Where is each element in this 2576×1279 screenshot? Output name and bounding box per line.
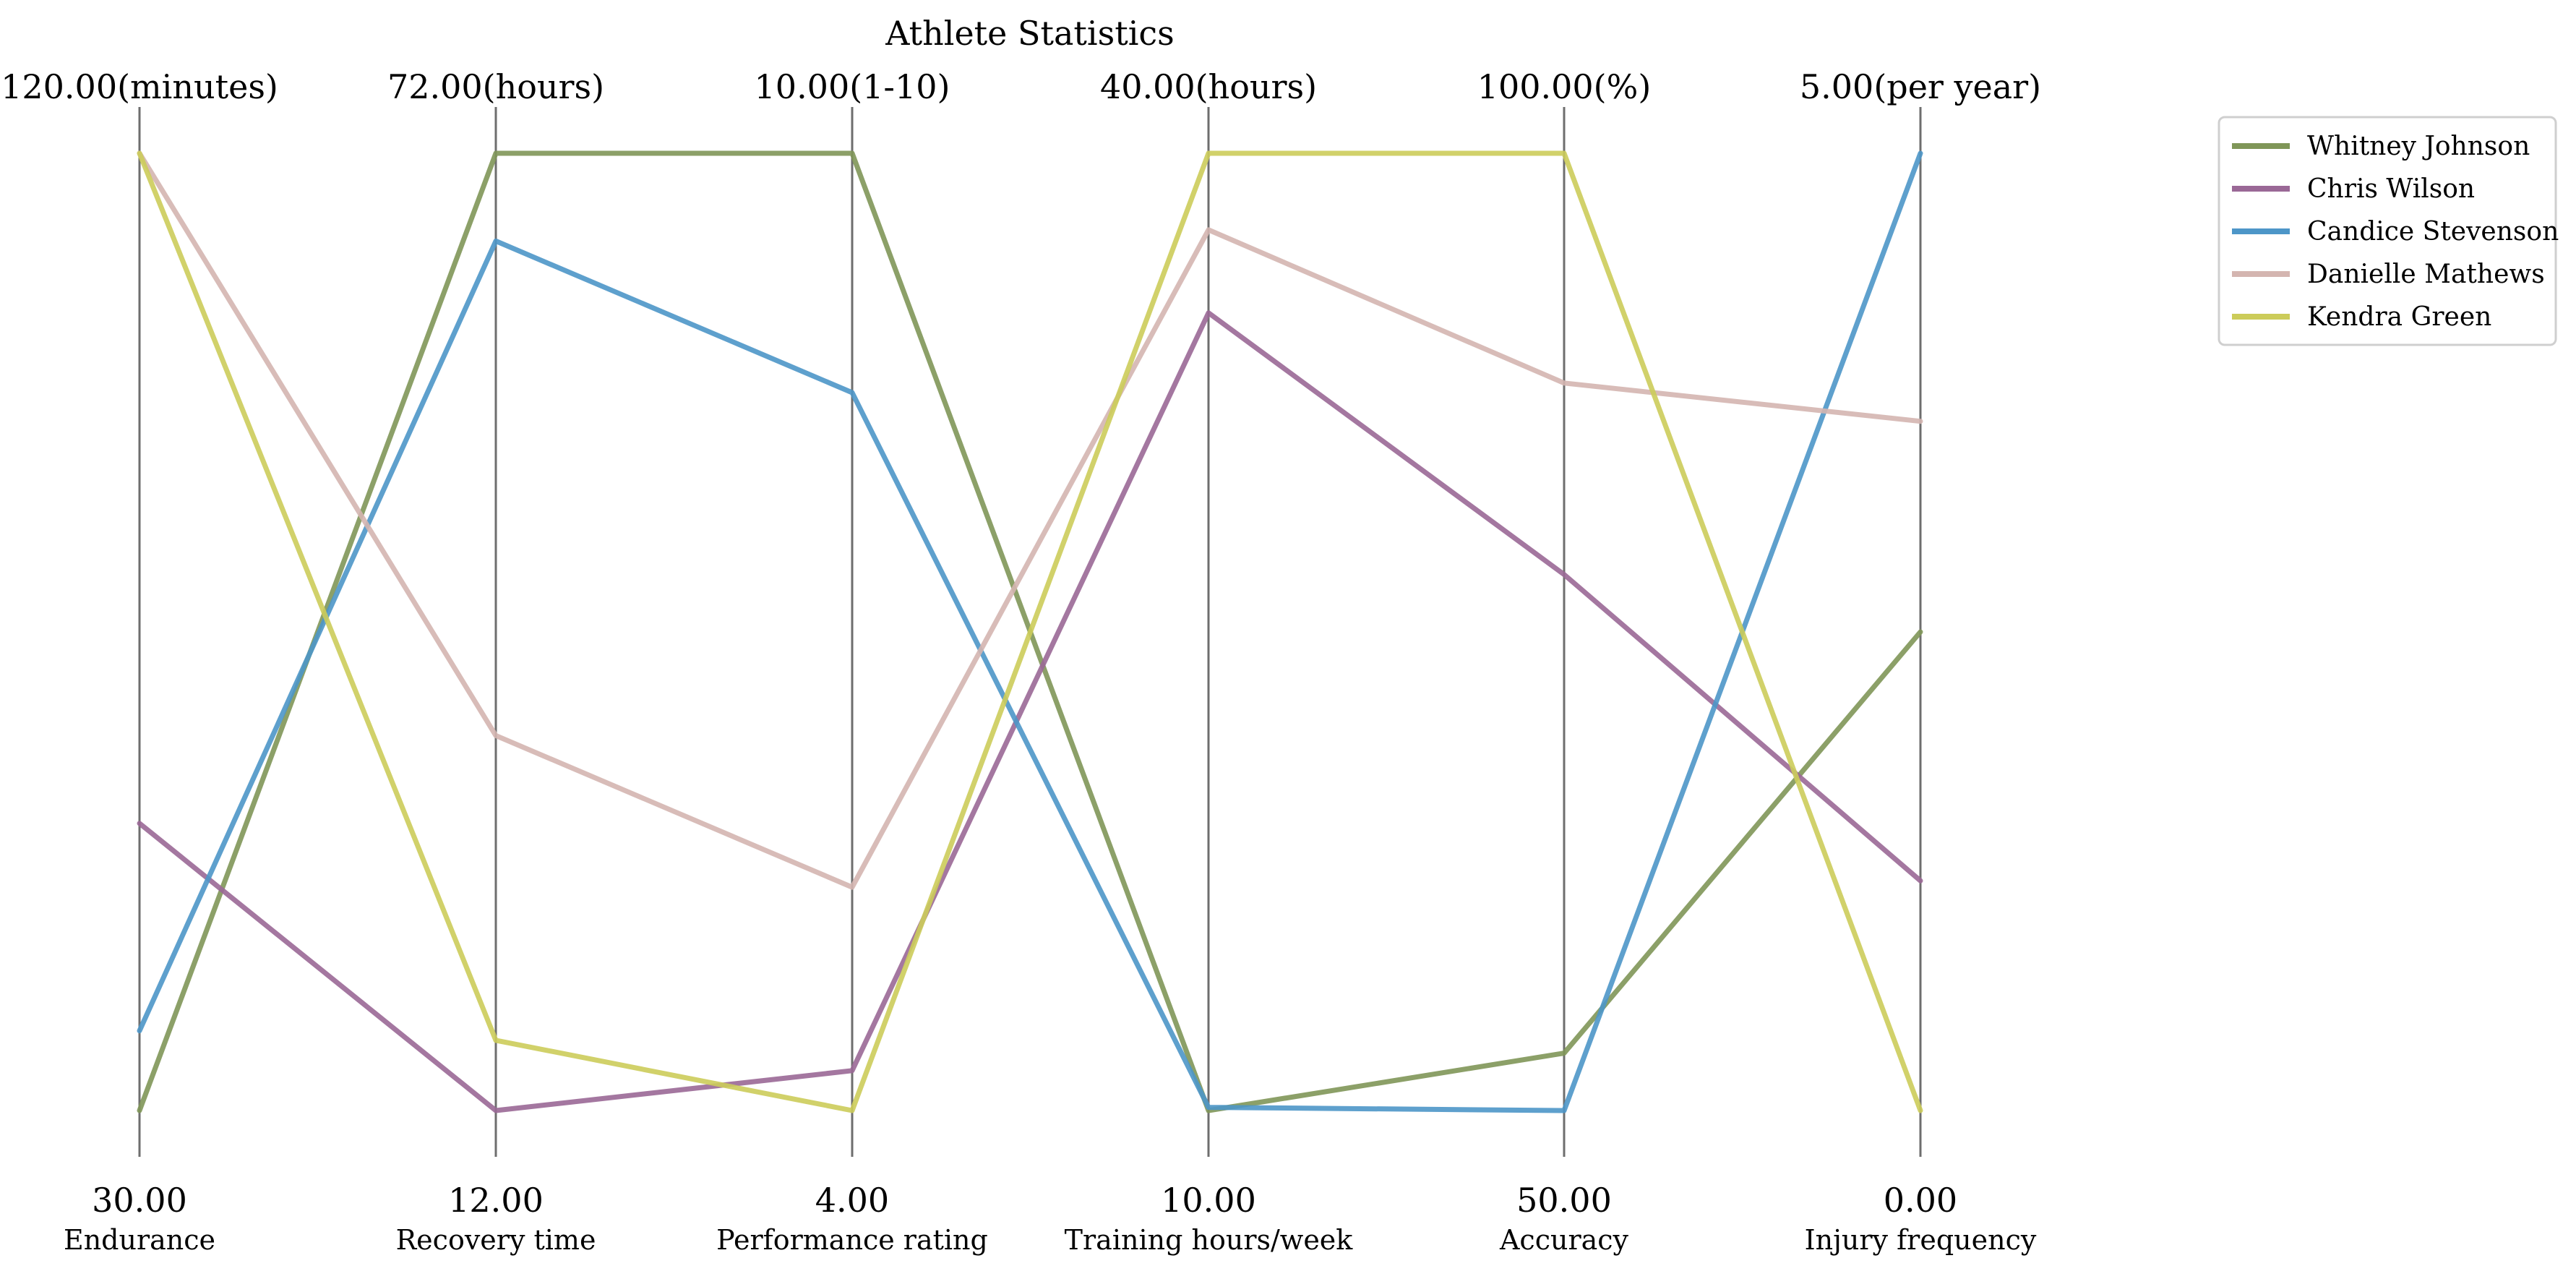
axis-max-label-2: 10.00(1-10) xyxy=(755,67,950,106)
axis-name-5: Injury frequency xyxy=(1805,1224,2037,1256)
series-line-danielle-mathews xyxy=(137,150,1923,890)
series-line-kendra-green xyxy=(137,150,1923,1113)
axis-min-label-3: 10.00 xyxy=(1161,1181,1256,1220)
axis-name-3: Training hours/week xyxy=(1065,1224,1354,1256)
legend-label-1: Chris Wilson xyxy=(2307,174,2475,204)
axis-min-label-5: 0.00 xyxy=(1884,1181,1957,1220)
axis-max-label-1: 72.00(hours) xyxy=(387,67,604,106)
series-line-chris-wilson xyxy=(137,310,1923,1113)
axis-name-0: Endurance xyxy=(64,1224,215,1256)
series-line-candice-stevenson xyxy=(137,150,1923,1113)
axis-name-2: Performance rating xyxy=(716,1224,988,1256)
legend-label-3: Danielle Mathews xyxy=(2307,260,2545,289)
axis-min-label-1: 12.00 xyxy=(448,1181,544,1220)
axis-name-1: Recovery time xyxy=(396,1224,596,1256)
axis-min-label-0: 30.00 xyxy=(92,1181,187,1220)
axis-max-label-3: 40.00(hours) xyxy=(1100,67,1317,106)
axis-max-label-5: 5.00(per year) xyxy=(1800,67,2041,106)
chart-title: Athlete Statistics xyxy=(885,14,1175,53)
legend-label-4: Kendra Green xyxy=(2307,302,2491,332)
legend: Whitney Johnson Chris Wilson Candice Steve… xyxy=(2217,116,2559,346)
legend-box xyxy=(2217,116,2557,346)
axis-max-label-0: 120.00(minutes) xyxy=(1,67,278,106)
legend-label-2: Candice Stevenson xyxy=(2307,217,2559,247)
axis-name-4: Accuracy xyxy=(1499,1224,1629,1256)
axis-min-label-2: 4.00 xyxy=(815,1181,889,1220)
legend-label-0: Whitney Johnson xyxy=(2307,132,2530,161)
axis-max-label-4: 100.00(%) xyxy=(1477,67,1652,106)
axis-min-label-4: 50.00 xyxy=(1516,1181,1612,1220)
series-layer xyxy=(137,150,1923,1113)
